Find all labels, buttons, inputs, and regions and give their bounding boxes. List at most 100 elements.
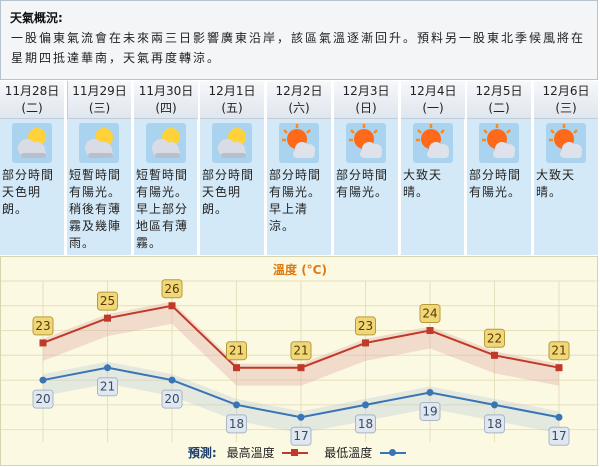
min-temp-label: 20 — [35, 392, 50, 406]
max-temp-label: 26 — [164, 282, 179, 296]
day-date: 12月4日 — [409, 84, 457, 98]
min-temp-point — [297, 413, 305, 421]
day-column: 12月3日 (日) 部分時間有陽光。 — [334, 81, 398, 255]
max-temp-label-box — [548, 341, 570, 361]
legend-max-label: 最高溫度 — [226, 446, 275, 460]
day-description: 短暫時間有陽光。稍後有薄霧及幾陣雨。 — [69, 168, 122, 250]
day-body: 大致天晴。 — [534, 119, 598, 255]
max-temp-label-box — [226, 341, 247, 361]
day-weekday: (一) — [422, 101, 444, 115]
max-temp-label-box — [32, 316, 54, 336]
summary-title: 天氣概況: — [10, 11, 63, 25]
min-temp-label-box — [161, 389, 183, 409]
day-date: 11月28日 — [4, 84, 60, 98]
max-temp-point — [297, 364, 305, 372]
sun-cloud-icon — [212, 123, 252, 163]
column-separator — [131, 119, 134, 255]
day-header: 12月6日 (三) — [534, 81, 598, 119]
max-temp-label: 24 — [422, 307, 437, 321]
day-date: 12月3日 — [342, 84, 390, 98]
day-column: 12月1日 (五) 部分時間天色明朗。 — [200, 81, 264, 255]
day-date: 12月1日 — [208, 84, 256, 98]
day-weekday: (三) — [88, 101, 111, 115]
day-header: 12月2日 (六) — [267, 81, 331, 119]
max-temp-label: 21 — [551, 344, 566, 358]
summary-text: 一股偏東氣流會在未來兩三日影響廣東沿岸，該區氣溫逐漸回升。預料另一股東北季候風將… — [11, 31, 586, 65]
min-temp-label: 17 — [551, 429, 566, 443]
max-temp-label-box — [419, 304, 441, 324]
legend-max: 最高溫度 — [227, 444, 309, 461]
min-temp-label: 18 — [229, 417, 244, 431]
min-temp-label-box — [355, 414, 376, 434]
day-body: 大致天晴。 — [401, 119, 465, 255]
day-body: 部分時間天色明朗。 — [200, 119, 264, 255]
min-temp-point — [555, 413, 563, 421]
day-body: 部分時間有陽光。 — [467, 119, 531, 255]
max-temp-label: 25 — [100, 294, 115, 308]
max-temp-point — [233, 364, 240, 372]
day-body: 短暫時間有陽光。稍後有薄霧及幾陣雨。 — [67, 119, 131, 255]
sun-cloud-icon — [12, 123, 52, 163]
max-temp-point — [555, 364, 563, 372]
max-temp-point — [39, 339, 47, 347]
day-column: 12月6日 (三) 大致天晴。 — [534, 81, 598, 255]
day-column: 12月2日 (六) 部分時間有陽光。早上清涼。 — [267, 81, 331, 255]
chart-legend: 預測: 最高溫度 最低溫度 — [1, 444, 599, 461]
min-temp-label-box — [290, 426, 312, 446]
legend-min-label: 最低溫度 — [324, 446, 373, 460]
max-temp-label: 22 — [487, 331, 502, 345]
min-temp-point — [39, 376, 47, 384]
column-separator — [197, 119, 200, 255]
day-description: 大致天晴。 — [536, 168, 576, 199]
max-temp-label: 21 — [229, 344, 244, 358]
legend-min-swatch — [380, 448, 407, 456]
max-temp-label: 23 — [35, 319, 50, 333]
max-temp-label: 23 — [358, 319, 373, 333]
day-date: 11月30日 — [138, 84, 194, 98]
min-temp-label: 17 — [293, 429, 308, 443]
day-description: 部分時間天色明朗。 — [202, 168, 255, 216]
column-separator — [398, 119, 401, 255]
day-header: 12月1日 (五) — [200, 81, 264, 119]
legend-max-swatch — [282, 448, 309, 456]
day-column: 11月28日 (二) 部分時間天色明朗。 — [0, 81, 64, 255]
max-temp-point — [426, 327, 434, 335]
weather-summary-box: 天氣概況: 一股偏東氣流會在未來兩三日影響廣東沿岸，該區氣溫逐漸回升。預料另一股… — [0, 0, 598, 80]
min-temp-label-box — [419, 401, 441, 421]
column-separator — [464, 119, 467, 255]
day-description: 部分時間有陽光。早上清涼。 — [269, 168, 322, 233]
day-column: 11月30日 (四) 短暫時間有陽光。早上部分地區有薄霧。 — [134, 81, 198, 255]
max-temp-label-box — [355, 316, 376, 336]
min-temp-point — [168, 376, 176, 384]
day-column: 11月29日 (三) 短暫時間有陽光。稍後有薄霧及幾陣雨。 — [67, 81, 131, 255]
min-temp-label-box — [548, 426, 570, 446]
min-temp-point — [491, 401, 498, 409]
day-header: 11月29日 (三) — [67, 81, 131, 119]
day-weekday: (四) — [155, 101, 177, 115]
chart-title: 溫度 (°C) — [273, 263, 327, 277]
max-temp-label-box — [161, 279, 183, 299]
day-date: 12月2日 — [275, 84, 323, 98]
day-date: 12月6日 — [542, 84, 590, 98]
max-temp-label-box — [484, 328, 505, 348]
column-separator — [64, 119, 67, 255]
column-separator — [531, 119, 534, 255]
legend-prefix: 預測: — [187, 446, 217, 460]
min-temp-point — [426, 388, 434, 396]
min-temp-label-box — [484, 414, 505, 434]
sunny-periods-icon — [546, 123, 586, 163]
day-body: 部分時間天色明朗。 — [0, 119, 64, 255]
day-description: 短暫時間有陽光。早上部分地區有薄霧。 — [136, 168, 189, 250]
day-description: 部分時間有陽光。 — [469, 168, 522, 199]
legend-min: 最低溫度 — [324, 444, 407, 461]
temperature-chart-svg: 23 25 26 21 21 23 24 22 21 20 21 20 18 17 18 19 18 17 — [1, 279, 599, 446]
min-temp-label: 18 — [358, 417, 373, 431]
nine-day-forecast: 11月28日 (二) 部分時間天色明朗。 11月29日 (三) 短暫時間有陽光。稍後有薄霧… — [0, 81, 598, 255]
max-band — [43, 301, 559, 386]
sun-cloud-icon — [146, 123, 186, 163]
temperature-chart: 23 25 26 21 21 23 24 22 21 20 21 20 18 17 18 19 18 17 溫度 … — [0, 256, 599, 466]
day-body: 部分時間有陽光。早上清涼。 — [267, 119, 331, 255]
day-weekday: (三) — [555, 101, 577, 115]
day-date: 12月5日 — [475, 84, 523, 98]
